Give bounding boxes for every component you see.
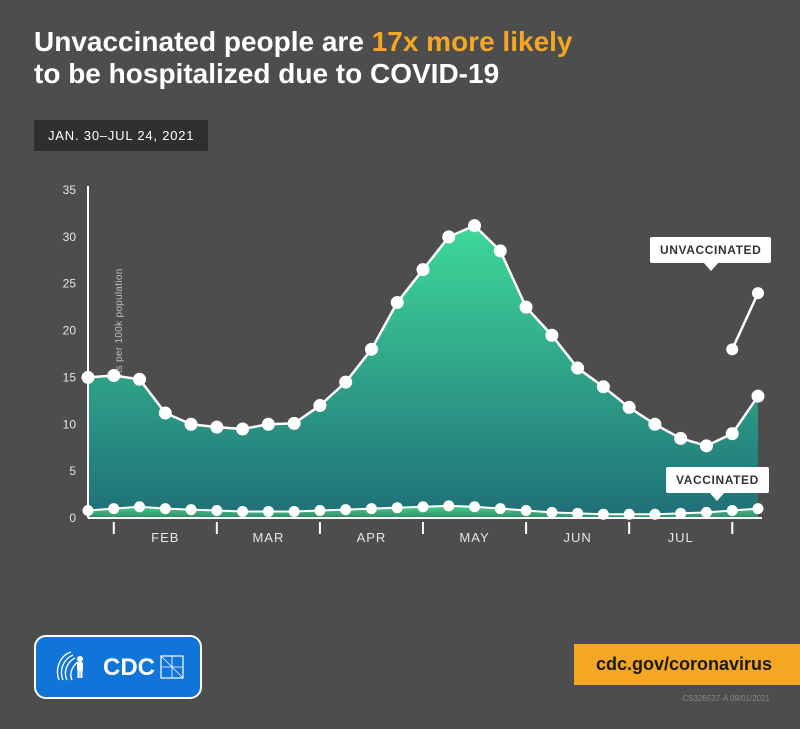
url-badge: cdc.gov/coronavirus bbox=[574, 644, 800, 685]
marker-vaccinated bbox=[392, 503, 402, 513]
marker-vaccinated bbox=[521, 506, 531, 516]
marker-unvaccinated bbox=[623, 401, 635, 413]
marker-vaccinated bbox=[315, 506, 325, 516]
svg-text:FEB: FEB bbox=[151, 530, 179, 545]
marker-unvaccinated bbox=[340, 376, 352, 388]
svg-text:15: 15 bbox=[63, 370, 77, 384]
marker-unvaccinated bbox=[726, 428, 738, 440]
marker-vaccinated bbox=[238, 506, 248, 516]
svg-text:JUL: JUL bbox=[668, 530, 694, 545]
headline-accent: 17x more likely bbox=[372, 26, 573, 57]
marker-unvaccinated bbox=[159, 407, 171, 419]
svg-text:JUN: JUN bbox=[563, 530, 591, 545]
marker-unvaccinated bbox=[700, 440, 712, 452]
hhs-icon bbox=[51, 646, 93, 688]
marker-unvaccinated bbox=[262, 418, 274, 430]
url-text: cdc.gov/coronavirus bbox=[596, 654, 772, 674]
cdc-logo-badge: CDC bbox=[34, 635, 202, 699]
marker-unvaccinated bbox=[752, 390, 764, 402]
marker-unvaccinated bbox=[365, 343, 377, 355]
marker-vaccinated bbox=[186, 505, 196, 515]
marker-vaccinated bbox=[573, 508, 583, 518]
svg-text:25: 25 bbox=[63, 277, 77, 291]
svg-text:5: 5 bbox=[69, 464, 76, 478]
marker-vaccinated bbox=[495, 504, 505, 514]
marker-unvaccinated bbox=[675, 432, 687, 444]
marker-unvaccinated bbox=[108, 370, 120, 382]
marker-unvaccinated bbox=[494, 245, 506, 257]
svg-text:MAR: MAR bbox=[252, 530, 284, 545]
marker-vaccinated bbox=[547, 507, 557, 517]
chart-container: Rate of hospitalizations per 100k popula… bbox=[28, 178, 772, 566]
marker-unvaccinated bbox=[237, 423, 249, 435]
svg-text:APR: APR bbox=[357, 530, 387, 545]
marker-unvaccinated bbox=[572, 362, 584, 374]
headline-part-2: to be hospitalized due to COVID-19 bbox=[34, 58, 499, 89]
marker-unvaccinated bbox=[417, 264, 429, 276]
marker-vaccinated bbox=[109, 504, 119, 514]
date-range-badge: JAN. 30–JUL 24, 2021 bbox=[34, 120, 208, 151]
marker-vaccinated bbox=[160, 504, 170, 514]
callout-vaccinated: VACCINATED bbox=[666, 467, 769, 493]
svg-text:0: 0 bbox=[69, 511, 76, 525]
svg-text:CDC: CDC bbox=[103, 654, 155, 681]
marker-unvaccinated bbox=[185, 418, 197, 430]
marker-vaccinated bbox=[753, 504, 763, 514]
marker-unvaccinated bbox=[546, 329, 558, 341]
marker-vaccinated bbox=[366, 504, 376, 514]
marker-vaccinated bbox=[135, 502, 145, 512]
document-id: CS326537-A 09/01/2021 bbox=[682, 694, 770, 703]
marker-vaccinated bbox=[676, 508, 686, 518]
marker-vaccinated bbox=[263, 506, 273, 516]
marker-vaccinated bbox=[212, 506, 222, 516]
svg-text:MAY: MAY bbox=[459, 530, 489, 545]
marker-unvaccinated bbox=[649, 418, 661, 430]
marker-unvaccinated bbox=[443, 231, 455, 243]
marker-unvaccinated bbox=[211, 421, 223, 433]
marker-vaccinated bbox=[418, 502, 428, 512]
marker-unvaccinated bbox=[597, 381, 609, 393]
svg-text:35: 35 bbox=[63, 183, 77, 197]
date-range-text: JAN. 30–JUL 24, 2021 bbox=[48, 128, 194, 143]
marker-unvaccinated bbox=[391, 296, 403, 308]
marker-vaccinated bbox=[444, 501, 454, 511]
marker-unvaccinated bbox=[134, 373, 146, 385]
marker-vaccinated bbox=[289, 506, 299, 516]
marker-vaccinated bbox=[727, 506, 737, 516]
marker-unvaccinated bbox=[288, 417, 300, 429]
marker-unvaccinated bbox=[520, 301, 532, 313]
headline-part-1: Unvaccinated people are bbox=[34, 26, 372, 57]
headline: Unvaccinated people are 17x more likely … bbox=[34, 26, 760, 90]
callout-unvaccinated: UNVACCINATED bbox=[650, 237, 771, 263]
marker-unvaccinated bbox=[314, 400, 326, 412]
marker-unvaccinated bbox=[469, 220, 481, 232]
marker-vaccinated bbox=[701, 507, 711, 517]
marker-vaccinated bbox=[341, 505, 351, 515]
svg-text:30: 30 bbox=[63, 230, 77, 244]
svg-text:10: 10 bbox=[63, 417, 77, 431]
marker-vaccinated bbox=[470, 502, 480, 512]
svg-text:20: 20 bbox=[63, 324, 77, 338]
cdc-wordmark-icon: CDC bbox=[103, 649, 185, 685]
